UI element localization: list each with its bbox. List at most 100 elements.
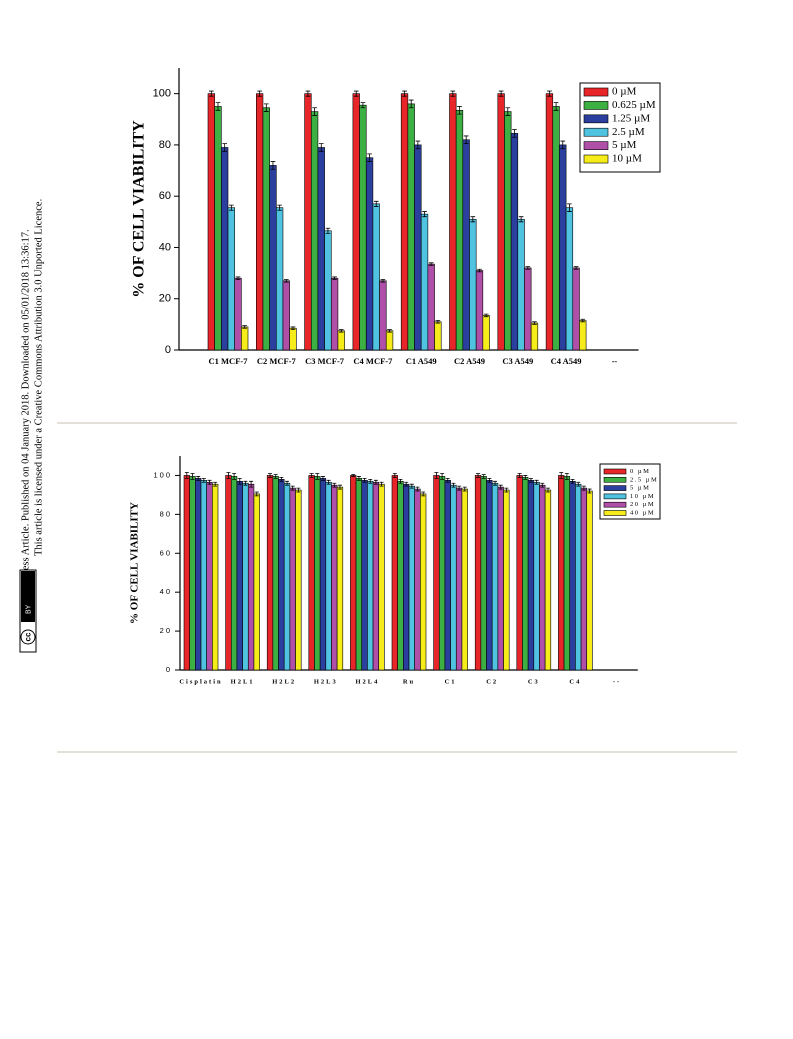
y-axis-label: % OF CELL VIABILITY: [129, 502, 141, 624]
error-bar: [309, 473, 314, 478]
x-tick-label: C3 MCF-7: [305, 356, 345, 366]
bar: [420, 493, 427, 671]
error-bar: [320, 476, 325, 481]
x-tick-label: H2L3: [314, 678, 338, 685]
error-bar: [332, 276, 337, 280]
bar: [533, 481, 540, 671]
bar: [365, 157, 374, 351]
error-bar: [392, 473, 397, 478]
error-bar: [270, 161, 276, 170]
badge-fill: [21, 571, 35, 622]
notice: This article is licensed under a Creativ…: [33, 199, 44, 556]
error-bar: [450, 90, 456, 97]
error-bar: [451, 482, 456, 488]
error-bar: [564, 473, 569, 480]
error-bar: [415, 486, 420, 492]
error-bar: [277, 204, 282, 211]
bar: [262, 107, 270, 351]
bar: [350, 475, 357, 671]
notice: Open Access Article. Published on 04 Jan…: [20, 229, 31, 612]
bar: [420, 213, 429, 351]
error-bar: [332, 482, 337, 488]
bar: [247, 483, 255, 671]
error-bar: [518, 216, 524, 223]
error-bar: [237, 477, 242, 485]
x-tick-label: H2L1: [231, 678, 255, 685]
chart: 0 20 40 60 80 100 % OF CELL VIABILITY Cisplatin…: [129, 456, 661, 685]
error-bar: [404, 481, 409, 487]
error-bar: [285, 480, 290, 486]
error-bar: [226, 472, 231, 479]
error-bar: [290, 326, 296, 330]
bar: [361, 480, 368, 671]
error-bar: [360, 102, 366, 109]
error-bar: [487, 477, 492, 483]
error-bar: [279, 477, 284, 482]
notice-text: Open Access Article. Published on 04 Jan…: [20, 229, 31, 612]
bar: [414, 488, 421, 671]
error-bar: [553, 102, 559, 111]
error-bar: [209, 90, 214, 97]
bar: [403, 483, 410, 671]
error-bar: [463, 135, 469, 145]
badge-text: cc: [24, 632, 33, 641]
bar: [195, 478, 202, 671]
error-bar: [408, 99, 414, 109]
bar: [278, 479, 285, 671]
bar: [253, 493, 260, 671]
error-bar: [184, 472, 189, 479]
bar: [319, 478, 327, 671]
error-bar: [257, 90, 262, 97]
error-bar: [367, 153, 372, 162]
bar: [522, 477, 529, 671]
bar: [330, 277, 339, 351]
bar: [272, 476, 279, 671]
bar: [269, 165, 277, 351]
error-bar: [445, 477, 450, 483]
error-bar: [498, 90, 504, 97]
bar: [569, 480, 576, 671]
error-bar: [353, 90, 359, 97]
error-bar: [528, 477, 533, 483]
error-bar: [387, 329, 392, 333]
x-tick-label: C4 A549: [551, 356, 582, 366]
error-bar: [362, 477, 367, 483]
error-bar: [476, 473, 481, 478]
bar: [242, 482, 249, 671]
error-bar: [504, 487, 509, 493]
error-bar: [379, 481, 384, 487]
y-tick-label: 40: [159, 241, 171, 253]
x-tick-label: H2L4: [355, 678, 379, 685]
legend-swatch: [583, 141, 609, 150]
error-bar: [243, 480, 248, 486]
bar: [559, 144, 567, 351]
error-bar: [318, 143, 324, 152]
bar: [455, 487, 463, 671]
bar: [295, 489, 302, 671]
bar: [391, 475, 398, 671]
badge-text: BY: [25, 604, 32, 614]
error-bar: [283, 279, 289, 283]
error-bar: [481, 474, 486, 479]
error-bar: [268, 473, 273, 478]
bar: [359, 104, 367, 351]
bar: [183, 475, 190, 671]
error-bar: [477, 268, 482, 273]
legend-swatch: [583, 87, 609, 97]
legend-swatch: [603, 510, 627, 516]
legend-label: 20 µM: [630, 501, 655, 508]
error-bar: [290, 485, 295, 491]
error-bar: [235, 276, 241, 280]
y-tick-label: 0: [165, 344, 171, 356]
error-bar: [325, 227, 331, 234]
x-tick-label: --: [612, 356, 618, 366]
x-tick-label: H2L2: [272, 678, 296, 685]
legend-label: 5 µM: [612, 139, 637, 151]
legend-label: 40 µM: [630, 509, 655, 516]
bar: [474, 475, 482, 671]
y-tick-label: 40: [160, 587, 172, 596]
error-bar: [402, 90, 407, 97]
bar: [325, 481, 332, 671]
bar: [527, 480, 535, 671]
legend-swatch: [603, 485, 627, 491]
